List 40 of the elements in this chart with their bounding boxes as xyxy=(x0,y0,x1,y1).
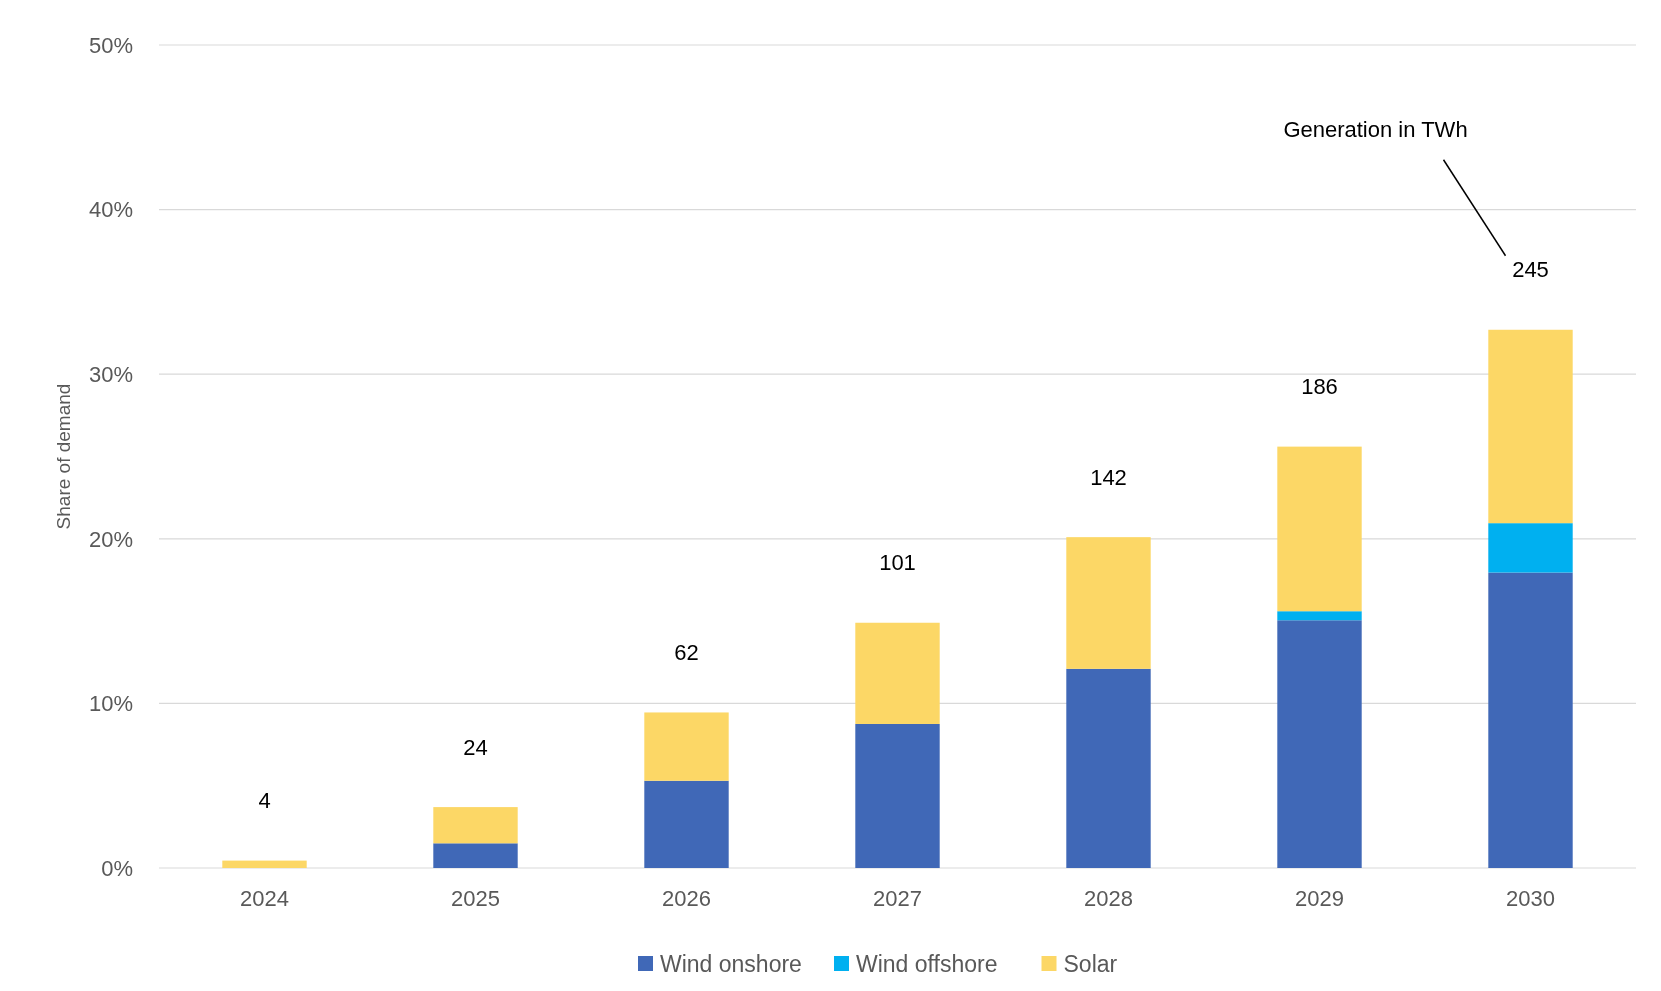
bar xyxy=(1488,523,1573,573)
x-tick-label: 2029 xyxy=(1295,886,1344,911)
bar xyxy=(433,807,518,844)
x-tick-label: 2028 xyxy=(1084,886,1133,911)
bar xyxy=(1066,537,1151,669)
y-axis-title: Share of demand xyxy=(53,383,74,530)
bar xyxy=(644,780,729,868)
annotation: 101 xyxy=(879,550,916,576)
bar xyxy=(1277,446,1362,612)
bar xyxy=(1277,611,1362,621)
y-tick-label: 10% xyxy=(88,691,133,717)
bar xyxy=(644,712,729,781)
annotation: 245 xyxy=(1512,257,1549,283)
bar xyxy=(1488,329,1573,524)
annotation: 186 xyxy=(1301,374,1338,400)
bar xyxy=(433,843,518,868)
annotation: 4 xyxy=(258,788,271,814)
bar xyxy=(222,860,307,868)
bar xyxy=(855,723,940,868)
x-tick-label: 2030 xyxy=(1506,886,1555,911)
annotation: Generation in TWh xyxy=(1283,116,1468,142)
legend-label: Wind onshore xyxy=(660,951,802,978)
annotation: 62 xyxy=(674,640,699,666)
y-tick-label: 40% xyxy=(88,197,133,223)
annotation: 142 xyxy=(1090,464,1127,490)
bar xyxy=(855,622,940,724)
bar xyxy=(1277,620,1362,868)
x-tick-label: 2024 xyxy=(240,886,289,911)
bar xyxy=(1066,668,1151,868)
legend-label: Solar xyxy=(1063,951,1118,978)
x-tick-label: 2025 xyxy=(451,886,500,911)
y-tick-label: 20% xyxy=(88,526,133,552)
x-tick-label: 2026 xyxy=(662,886,711,911)
y-tick-label: 30% xyxy=(88,361,133,387)
x-tick-label: 2027 xyxy=(873,886,922,911)
bar xyxy=(1488,572,1573,868)
y-tick-label: 50% xyxy=(88,32,133,58)
y-tick-label: 0% xyxy=(101,855,133,881)
legend-label: Wind offshore xyxy=(856,951,998,978)
annotation: 24 xyxy=(463,734,488,760)
